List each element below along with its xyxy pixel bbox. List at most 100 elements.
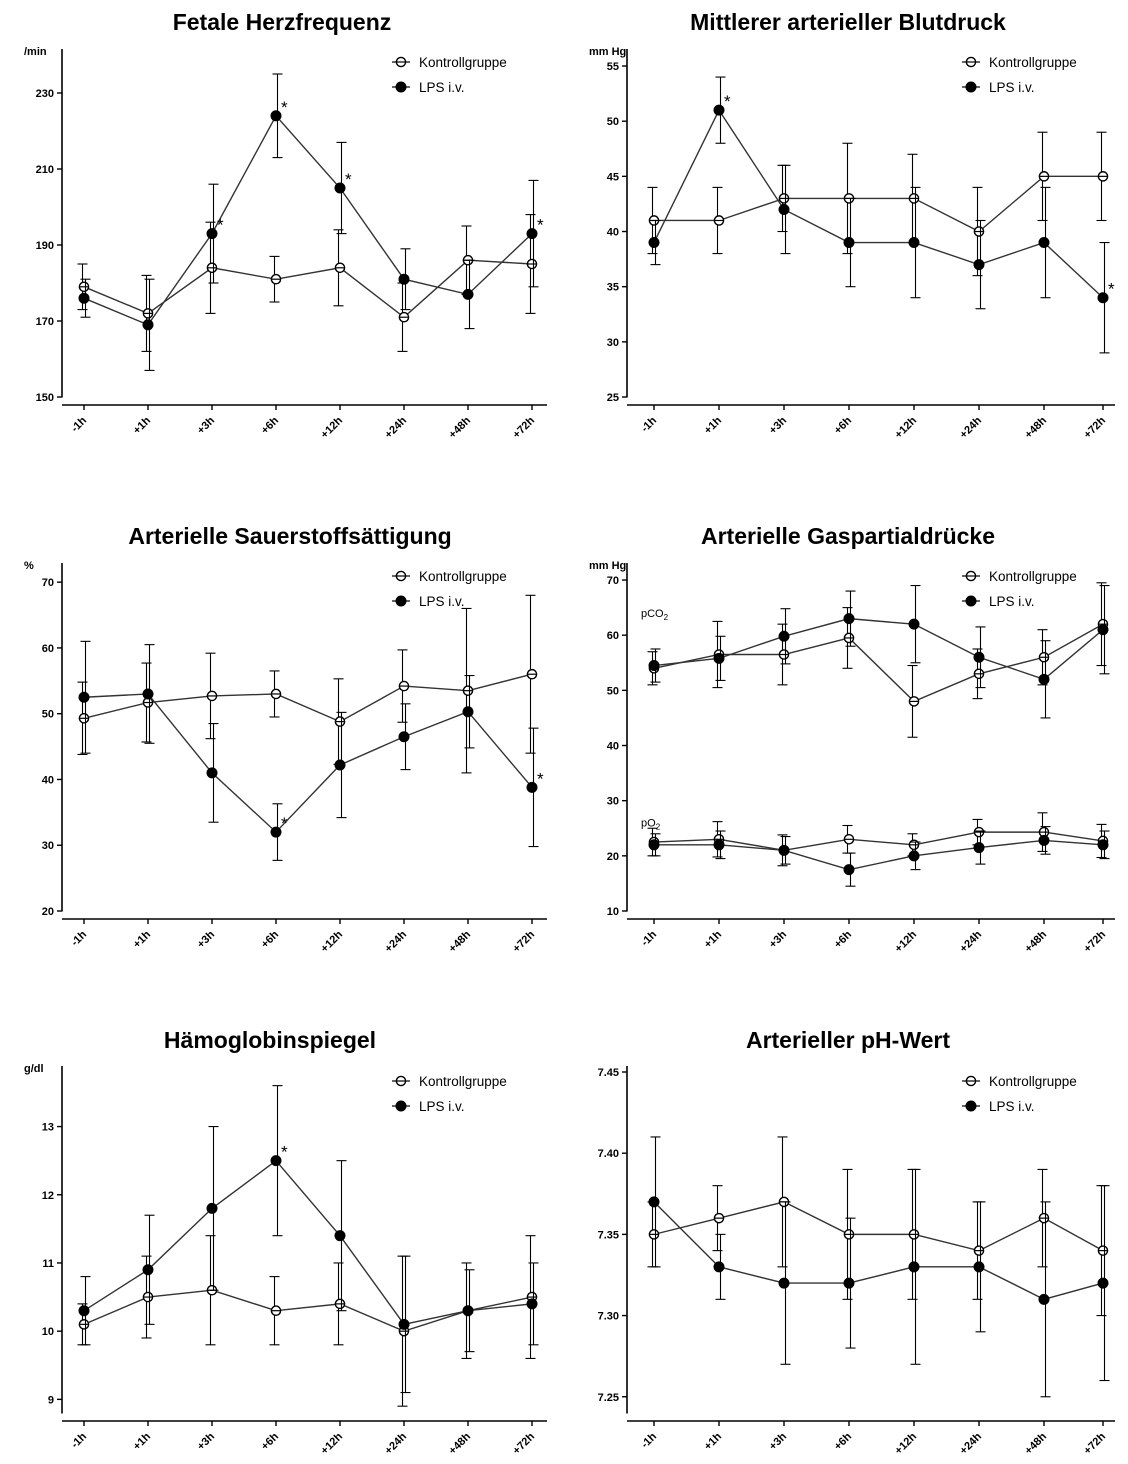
x-tick-label: +1h xyxy=(131,1430,153,1452)
y-tick-label: 150 xyxy=(36,392,54,404)
series-line xyxy=(83,693,533,834)
legend: Kontrollgruppe LPS i.v. xyxy=(392,55,507,95)
series-line xyxy=(83,114,533,326)
data-point xyxy=(908,1261,920,1273)
series-line xyxy=(83,259,533,319)
x-tick-label: +1h xyxy=(702,1430,724,1452)
x-tick-label: +3h xyxy=(195,1430,217,1452)
data-point xyxy=(142,688,154,700)
y-axis-unit: /min xyxy=(24,46,47,58)
y-tick-label: 25 xyxy=(607,392,619,404)
data-point xyxy=(1038,673,1050,685)
x-tick-label: -1h xyxy=(69,928,89,948)
x-tick-label: +24h xyxy=(383,928,410,955)
data-point xyxy=(713,104,725,116)
data-point xyxy=(648,660,660,672)
y-tick-label: 70 xyxy=(42,577,54,589)
x-tick-label: +24h xyxy=(958,928,985,955)
data-point xyxy=(1038,1293,1050,1305)
data-point xyxy=(334,1230,346,1242)
chart-title: Arterielle Gaspartialdrücke xyxy=(701,523,995,549)
significance-star: * xyxy=(217,216,224,235)
data-point xyxy=(526,228,538,240)
y-axis-unit: mm Hg xyxy=(589,560,626,572)
data-point xyxy=(270,1155,282,1167)
y-axis-unit: % xyxy=(24,560,34,572)
data-point xyxy=(462,288,474,300)
x-tick-label: +48h xyxy=(447,928,474,955)
y-tick-label: 20 xyxy=(42,906,54,918)
legend: Kontrollgruppe LPS i.v. xyxy=(962,569,1077,609)
y-tick-label: 7.40 xyxy=(598,1148,619,1160)
x-tick-label: +48h xyxy=(447,414,474,441)
data-point xyxy=(1097,624,1109,636)
data-point xyxy=(1038,237,1050,249)
data-point xyxy=(526,781,538,793)
y-tick-label: 50 xyxy=(607,685,619,697)
significance-star: * xyxy=(281,98,288,117)
legend-marker xyxy=(965,81,977,93)
data-point xyxy=(843,237,855,249)
series-line xyxy=(653,1201,1104,1252)
chart-title: Mittlerer arterieller Blutdruck xyxy=(690,9,1006,35)
data-point xyxy=(78,1305,90,1317)
legend-label: Kontrollgruppe xyxy=(989,569,1077,584)
data-point xyxy=(713,839,725,851)
significance-star: * xyxy=(1108,280,1115,299)
legend-label: LPS i.v. xyxy=(419,80,465,95)
x-tick-label: +12h xyxy=(319,414,346,441)
data-point xyxy=(142,319,154,331)
y-tick-label: 7.45 xyxy=(598,1067,619,1079)
data-point xyxy=(206,228,218,240)
data-point xyxy=(334,182,346,194)
x-tick-label: +6h xyxy=(259,1430,281,1452)
x-tick-label: +1h xyxy=(702,928,724,950)
series-open xyxy=(647,131,1109,277)
y-tick-label: 55 xyxy=(607,61,619,73)
data-point xyxy=(1097,1277,1109,1289)
x-tick-label: +6h xyxy=(259,928,281,950)
series-line xyxy=(653,1201,1104,1301)
legend-label: LPS i.v. xyxy=(419,1099,465,1114)
x-tick-label: +3h xyxy=(767,1430,789,1452)
series-group-label: pO2 xyxy=(641,818,661,832)
series-open xyxy=(647,812,1109,867)
y-tick-label: 70 xyxy=(607,575,619,587)
chart-title: Arterielle Sauerstoffsättigung xyxy=(128,523,451,549)
x-tick-label: +72h xyxy=(1082,414,1109,441)
y-tick-label: 230 xyxy=(36,88,54,100)
legend: Kontrollgruppe LPS i.v. xyxy=(392,1074,507,1114)
x-tick-label: -1h xyxy=(639,414,659,434)
data-point xyxy=(270,110,282,122)
y-tick-label: 170 xyxy=(36,316,54,328)
data-point xyxy=(1038,834,1050,846)
chart-panel-2: Mittlerer arterieller Blutdruck mm Hg 25 30… xyxy=(589,9,1115,441)
data-point xyxy=(908,618,920,630)
series-filled: * xyxy=(78,1085,539,1394)
x-tick-label: +48h xyxy=(1023,928,1050,955)
legend: Kontrollgruppe LPS i.v. xyxy=(962,1074,1077,1114)
x-tick-label: +12h xyxy=(319,928,346,955)
y-tick-label: 30 xyxy=(42,840,54,852)
chart-title: Fetale Herzfrequenz xyxy=(173,9,392,35)
series-filled: * * * * xyxy=(78,73,544,371)
data-point xyxy=(462,1305,474,1317)
x-tick-label: +24h xyxy=(383,1430,410,1457)
series-line xyxy=(83,1289,533,1332)
y-tick-label: 40 xyxy=(42,774,54,786)
chart-panel-6: Arterieller pH-Wert 7.25 7.30 7.35 7.40 7.45 -… xyxy=(598,1027,1115,1457)
y-tick-label: 11 xyxy=(42,1258,54,1270)
y-tick-label: 60 xyxy=(607,630,619,642)
data-point xyxy=(843,613,855,625)
data-point xyxy=(973,842,985,854)
data-point xyxy=(778,1277,790,1289)
y-axis-unit: mm Hg xyxy=(589,46,626,58)
data-point xyxy=(648,1196,660,1208)
data-point xyxy=(526,1298,538,1310)
data-point xyxy=(206,1202,218,1214)
legend-label: LPS i.v. xyxy=(989,1099,1035,1114)
series-filled xyxy=(648,826,1110,887)
y-tick-label: 10 xyxy=(42,1326,54,1338)
y-tick-label: 50 xyxy=(42,709,54,721)
x-tick-label: +72h xyxy=(1082,1430,1109,1457)
